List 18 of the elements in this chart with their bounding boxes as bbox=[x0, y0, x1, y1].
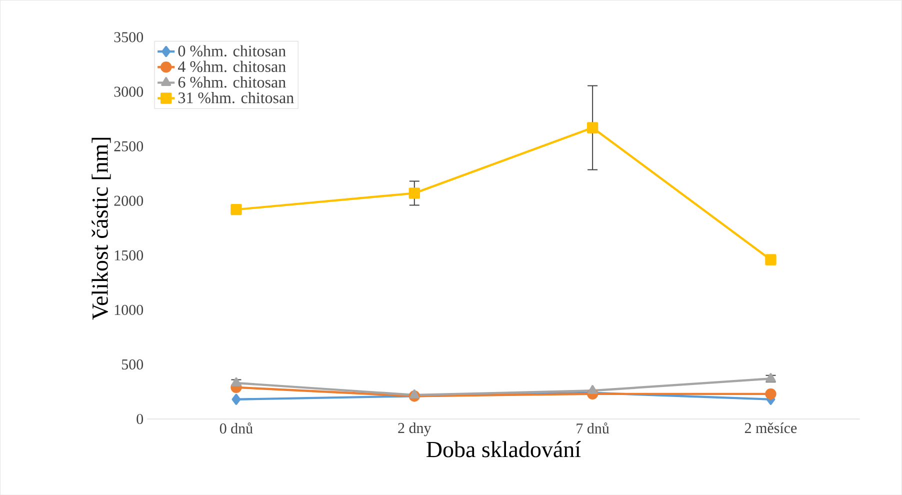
legend-label: 0 %hm. chitosan bbox=[178, 45, 286, 56]
y-tick-label: 0 bbox=[136, 414, 144, 424]
legend-label: 6 %hm. chitosan bbox=[178, 76, 286, 88]
y-tick-label: 500 bbox=[122, 359, 144, 370]
y-tick-label: 1500 bbox=[114, 250, 144, 260]
y-tick-label: 1000 bbox=[114, 304, 144, 315]
legend-label: 31 %hm. chitosan bbox=[178, 92, 294, 104]
x-tick-label: 0 dnů bbox=[220, 422, 253, 434]
legend-label: 4 %hm. chitosan bbox=[178, 60, 286, 72]
x-tick-label: 2 dny bbox=[398, 422, 432, 436]
y-tick-label: 2000 bbox=[114, 196, 144, 206]
y-tick-label: 2500 bbox=[114, 141, 144, 152]
x-tick-label: 2 měsíce bbox=[744, 422, 797, 434]
y-tick-label: 3000 bbox=[114, 86, 144, 97]
y-axis-title: Velikost částic [nm] bbox=[92, 138, 111, 320]
x-tick-label: 7 dnů bbox=[576, 422, 610, 434]
x-axis-title: Doba skladování bbox=[426, 440, 581, 458]
y-tick-label: 3500 bbox=[114, 32, 144, 42]
